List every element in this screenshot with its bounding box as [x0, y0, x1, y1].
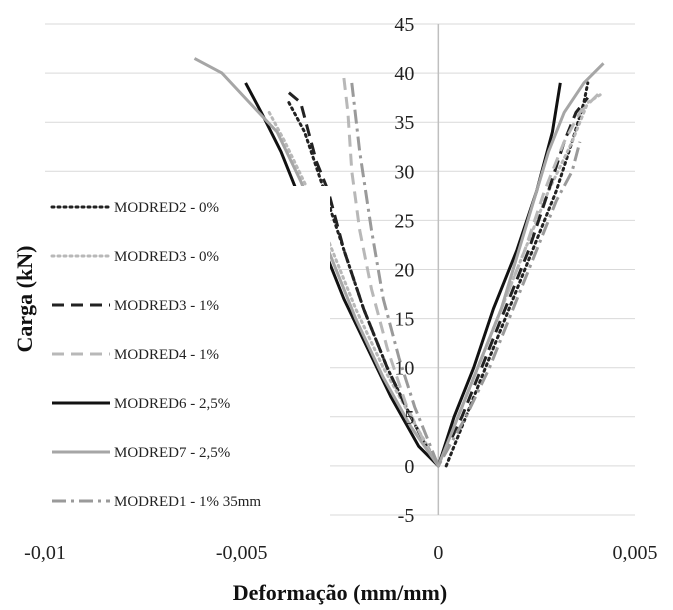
x-tick-label: -0,01: [24, 542, 66, 564]
y-tick-label: 35: [394, 112, 414, 134]
legend-label: MODRED4 - 1%: [114, 347, 219, 363]
series-line-5: [193, 57, 605, 468]
y-tick-label: 20: [394, 260, 414, 282]
legend-label: MODRED2 - 0%: [114, 200, 219, 216]
legend-box: [40, 186, 330, 522]
y-tick-label: 10: [394, 358, 414, 380]
legend-label: MODRED3 - 1%: [114, 298, 219, 314]
y-tick-label: 5: [404, 407, 414, 429]
y-tick-labels: -5 0 5 10 15 20 25 30 35 40 45: [394, 14, 414, 527]
y-tick-label: 40: [394, 63, 414, 85]
legend-label: MODRED1 - 1% 35mm: [114, 494, 261, 510]
x-tick-label: -0,005: [216, 542, 268, 564]
y-axis-title: Carga (kN): [12, 246, 37, 353]
legend-label: MODRED3 - 0%: [114, 249, 219, 265]
legend-label: MODRED7 - 2,5%: [114, 445, 230, 461]
y-tick-label: 30: [394, 161, 414, 183]
x-axis-title: Deformação (mm/mm): [233, 580, 447, 605]
series-lines: [193, 57, 605, 468]
x-tick-label: 0,005: [613, 542, 658, 564]
y-tick-label: 0: [404, 456, 414, 478]
y-tick-label: -5: [398, 505, 415, 527]
x-tick-labels: -0,01 -0,005 0 0,005: [24, 542, 657, 564]
y-tick-label: 15: [394, 309, 414, 331]
series-line-6: [350, 82, 582, 468]
y-tick-label: 25: [394, 210, 414, 232]
legend-label: MODRED6 - 2,5%: [114, 396, 230, 412]
y-tick-label: 45: [394, 14, 414, 36]
legend: MODRED2 - 0% MODRED3 - 0% MODRED3 - 1% MODR…: [40, 186, 330, 522]
x-tick-label: 0: [433, 542, 443, 564]
